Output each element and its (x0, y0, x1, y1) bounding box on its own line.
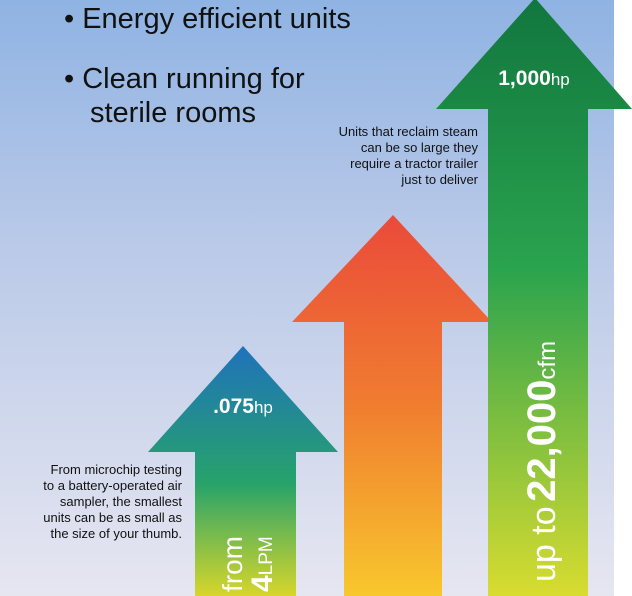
large-note-line: can be so large they (360, 140, 478, 155)
small-note-line: From microchip testing (50, 462, 182, 477)
large-note-line: just to deliver (401, 172, 478, 187)
large-flow-value: 22,000 (520, 379, 564, 502)
large-flow-unit: cfm (534, 340, 561, 380)
large-flow-prefix: up to (525, 506, 563, 582)
large-units-note: Units that reclaim steam can be so large… (304, 124, 478, 188)
right-margin (614, 0, 632, 596)
small-power-value: .075 (213, 395, 254, 418)
small-units-note: From microchip testing to a battery-oper… (10, 462, 182, 542)
bullet-clean-running: • Clean running for (64, 63, 305, 95)
large-arrow (436, 0, 632, 596)
small-note-line: to a battery-operated air (43, 478, 182, 493)
bullet-energy-efficient: • Energy efficient units (64, 3, 351, 35)
small-flow-value: 4 (246, 575, 279, 592)
bullet-sterile-rooms: sterile rooms (90, 97, 256, 129)
small-note-line: units can be as small as (43, 510, 182, 525)
small-power-label: .075hp (193, 395, 293, 419)
large-note-line: require a tractor trailer (350, 156, 478, 171)
large-note-line: Units that reclaim steam (338, 124, 478, 139)
medium-arrow (292, 215, 492, 596)
small-flow-prefix: from (217, 536, 248, 592)
large-power-value: 1,000 (498, 67, 551, 90)
large-flow-label: up to 22,000cfm (520, 341, 573, 582)
small-note-line: sampler, the smallest (59, 494, 182, 509)
small-power-unit: hp (253, 398, 273, 417)
large-power-label: 1,000hp (488, 67, 580, 91)
large-power-unit: hp (550, 70, 570, 89)
small-note-line: the size of your thumb. (50, 526, 182, 541)
small-flow-label: from 4LPM (217, 536, 283, 592)
small-arrow (148, 346, 338, 596)
small-flow-unit: LPM (256, 536, 277, 576)
